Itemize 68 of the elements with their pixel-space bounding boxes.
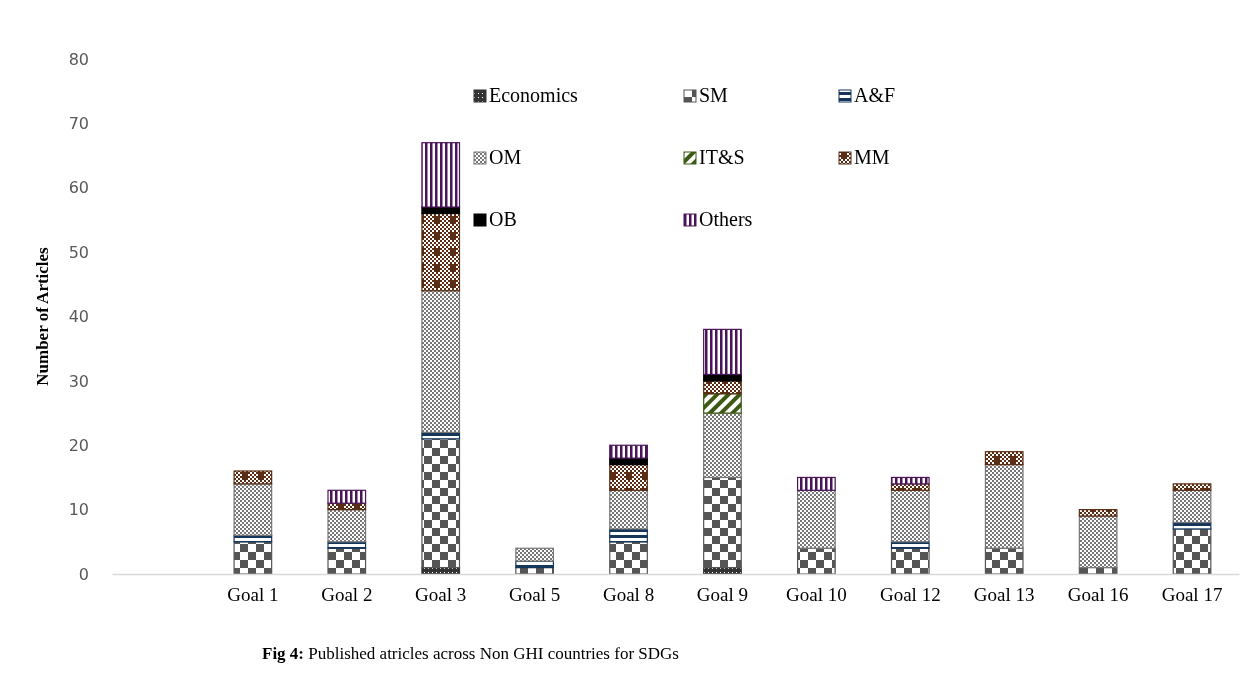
bar (703, 412, 742, 479)
x-tick-label: Goal 13 (973, 584, 1035, 606)
x-tick-label: Goal 10 (786, 584, 847, 606)
text: Published atricles across Non GHI countries for SDGs (304, 644, 679, 663)
bar (796, 476, 836, 491)
y-tick-label: 40 (68, 307, 89, 327)
bar (890, 541, 930, 549)
bar (609, 444, 648, 459)
bar (796, 547, 836, 575)
bar (327, 489, 367, 504)
bar (515, 547, 555, 562)
legend-label: OB (489, 208, 517, 230)
bar (703, 328, 742, 376)
legend-label: A&F (854, 84, 896, 106)
bar (327, 509, 367, 543)
bar (984, 451, 1024, 466)
y-tick-label: 0 (78, 564, 89, 584)
bar (890, 547, 930, 575)
bar (1078, 509, 1118, 517)
bar (1172, 483, 1212, 491)
x-tick-label: Goal 1 (227, 584, 279, 606)
bar (421, 142, 461, 208)
y-tick-label: 80 (68, 49, 89, 69)
y-tick-label: 70 (68, 114, 89, 133)
bar (703, 373, 742, 382)
bar (890, 489, 930, 543)
y-tick-label: 10 (68, 500, 89, 520)
y-tick-label: 50 (68, 242, 89, 262)
bar (796, 489, 836, 549)
bar (609, 489, 648, 530)
x-tick-label: Goal 3 (415, 584, 467, 606)
x-tick-label: Goal 5 (509, 584, 561, 606)
legend-label: IT&S (699, 146, 745, 168)
bar (984, 463, 1024, 549)
x-tick-label: Goal 17 (1161, 584, 1223, 606)
bar (421, 290, 461, 433)
bar (890, 476, 930, 485)
bar (327, 541, 367, 549)
bar (233, 470, 273, 485)
bar (1078, 515, 1118, 569)
bar (327, 547, 367, 575)
bar (1172, 521, 1212, 530)
bar (703, 393, 742, 414)
bar (1172, 489, 1212, 524)
y-tick-label: 60 (68, 178, 89, 198)
legend-label: OM (489, 146, 522, 168)
bar (609, 463, 648, 491)
bar (609, 541, 648, 575)
y-axis-title: Number of Articles (33, 246, 52, 386)
x-tick-label: Goal 12 (879, 584, 941, 606)
bar (421, 438, 461, 569)
y-tick-label: 30 (68, 371, 89, 391)
legend-label: Economics (489, 84, 579, 106)
legend-label: SM (699, 84, 729, 106)
x-tick-label: Goal 8 (602, 584, 655, 606)
bar (703, 476, 742, 569)
x-tick-label: Goal 9 (696, 584, 749, 606)
x-tick-label: Goal 16 (1067, 584, 1129, 606)
legend-label: MM (854, 146, 890, 168)
bar (984, 547, 1024, 575)
bar (233, 541, 273, 575)
bar (421, 212, 461, 292)
x-tick-label: Goal 2 (321, 584, 373, 606)
y-tick-label: 20 (68, 435, 89, 455)
bar (1172, 528, 1212, 575)
legend-label: Others (699, 208, 753, 230)
text: Fig 4: (262, 644, 305, 663)
bar (233, 483, 273, 536)
